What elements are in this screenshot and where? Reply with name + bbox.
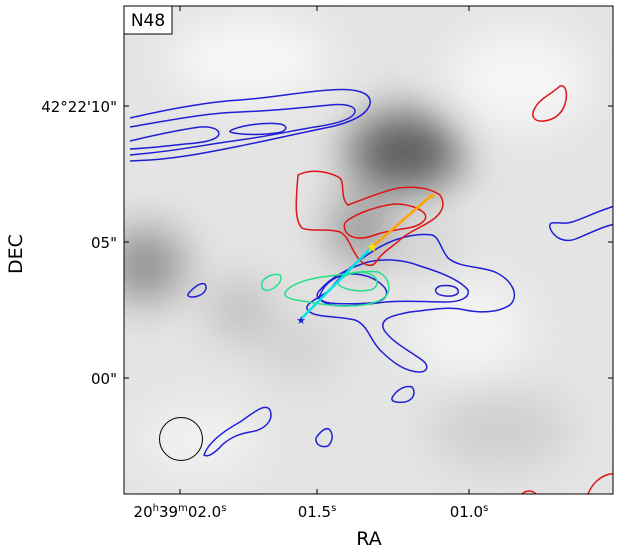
- y-tick-label: 42°22'10": [41, 98, 117, 116]
- x-tick-label: 01.0s: [450, 503, 489, 521]
- green-contour: [337, 271, 378, 292]
- orange-vector: [371, 194, 433, 248]
- x-tick-label: 20h39m02.0s: [134, 503, 227, 521]
- plot-frame: [123, 5, 614, 495]
- x-tick-label: 01.5s: [298, 503, 337, 521]
- blue-contour: [306, 233, 516, 373]
- red-contour: [587, 473, 613, 494]
- red-contour: [295, 170, 444, 267]
- panel-label: N48: [131, 11, 165, 31]
- blue-contour: [391, 385, 415, 404]
- blue-contour: [549, 205, 613, 242]
- yellow-star-marker: ★: [366, 240, 379, 256]
- red-contour: [343, 203, 427, 239]
- blue-contour: [203, 406, 272, 457]
- x-axis-label: RA: [356, 528, 381, 550]
- red-contour: [521, 490, 537, 494]
- blue-contour: [229, 122, 287, 136]
- grayscale-image: [124, 6, 613, 494]
- y-axis-label: DEC: [5, 234, 27, 274]
- blue-contour: [434, 284, 460, 297]
- blue-contour: [187, 282, 207, 298]
- y-tick-label: 05": [91, 234, 117, 252]
- green-contour: [260, 273, 282, 292]
- blue-contour: [129, 103, 356, 156]
- tick-marks: [124, 6, 613, 494]
- cyan-vector: [301, 246, 373, 319]
- y-tick-label: 00": [91, 370, 117, 388]
- blue-contour: [129, 88, 371, 162]
- blue-contour: [129, 126, 220, 150]
- red-contour: [532, 85, 568, 122]
- blue-contour: [315, 427, 333, 448]
- panel-label-box: [123, 5, 173, 35]
- orange-tip-marker: ★: [428, 192, 436, 202]
- blue-star-marker: ★: [296, 314, 306, 327]
- beam-ellipse: [159, 417, 203, 461]
- green-contour: [284, 270, 390, 307]
